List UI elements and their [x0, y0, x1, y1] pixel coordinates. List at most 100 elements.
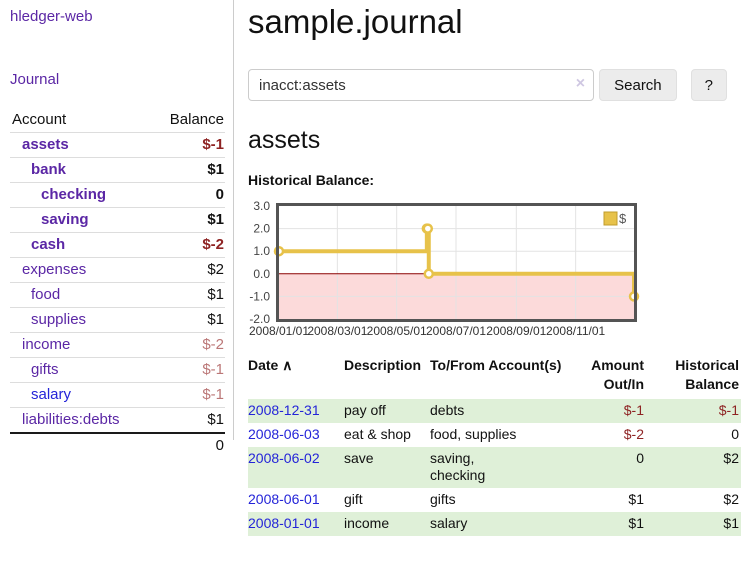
transaction-date-link[interactable]: 2008-06-03 — [248, 426, 320, 442]
svg-text:2008/01/01: 2008/01/01 — [249, 324, 309, 338]
search-box: × — [248, 69, 595, 101]
account-name-cell: cash — [10, 232, 152, 258]
register-accounts-cell: food, supplies — [430, 426, 517, 442]
account-balance: $2 — [151, 257, 225, 283]
register-balance-cell: 0 — [731, 426, 739, 442]
register-date-cell: 2008-01-01 — [248, 512, 344, 536]
accounts-total-value: 0 — [151, 432, 225, 458]
account-name-cell: bank — [10, 157, 152, 183]
account-row: assets $-1 — [10, 132, 225, 158]
register-table: Date ∧ Description To/From Account(s) Amoun… — [248, 356, 741, 536]
svg-text:-1.0: -1.0 — [249, 289, 270, 303]
svg-text:-2.0: -2.0 — [249, 312, 270, 326]
account-balance: $-2 — [151, 232, 225, 258]
register-balance-cell: $2 — [723, 450, 739, 466]
svg-text:2008/09/01: 2008/09/01 — [486, 324, 546, 338]
sidebar-account-link-food[interactable]: food — [31, 286, 61, 303]
account-balance: $1 — [151, 282, 225, 308]
register-row: 2008-01-01 income salary $1 $1 — [248, 512, 741, 536]
main-content: sample.journal × Search ? assets Histori… — [234, 0, 741, 536]
transaction-date-link[interactable]: 2008-06-01 — [248, 491, 320, 507]
sidebar-account-link-liabilities-debts[interactable]: liabilities:debts — [22, 411, 120, 428]
sidebar-account-link-expenses[interactable]: expenses — [22, 261, 87, 278]
register-date-cell: 2008-06-03 — [248, 423, 344, 447]
account-balance: $-2 — [151, 332, 225, 358]
accounts-col-balance: Balance — [151, 108, 225, 133]
sidebar-account-link-salary[interactable]: salary — [31, 386, 72, 403]
register-description-cell: eat & shop — [344, 426, 411, 442]
register-date-cell: 2008-06-01 — [248, 488, 344, 512]
transaction-date-link[interactable]: 2008-06-02 — [248, 450, 320, 466]
account-name-cell: expenses — [10, 257, 152, 283]
register-col-amount-out-in: Amount Out/In — [591, 357, 644, 392]
account-name-cell: liabilities:debts — [10, 408, 151, 434]
register-amount-cell: $-1 — [623, 402, 644, 418]
register-amount-cell: $1 — [628, 515, 644, 531]
clear-search-icon[interactable]: × — [575, 75, 586, 92]
svg-text:2008/07/01: 2008/07/01 — [426, 324, 486, 338]
sidebar-account-link-assets[interactable]: assets — [22, 136, 69, 153]
sidebar-account-link-cash[interactable]: cash — [31, 236, 66, 253]
search-input[interactable] — [248, 69, 595, 101]
sidebar-account-link-income[interactable]: income — [22, 336, 71, 353]
register-balance-cell: $2 — [723, 491, 739, 507]
register-amount-cell: $1 — [628, 491, 644, 507]
register-date-cell: 2008-12-31 — [248, 399, 344, 423]
account-row: expenses $2 — [10, 257, 225, 283]
register-accounts-cell: salary — [430, 515, 468, 531]
account-row: supplies $1 — [10, 307, 225, 333]
account-balance: $1 — [151, 307, 225, 333]
account-row: food $1 — [10, 282, 225, 308]
svg-text:$: $ — [619, 211, 627, 226]
svg-text:2.0: 2.0 — [253, 222, 270, 236]
account-name-cell: saving — [10, 207, 152, 233]
accounts-col-account: Account — [10, 108, 152, 133]
historical-balance-chart[interactable]: $3.0 2.0 1.0 0.0 -1.0 -2.0 2008/01/01 2008/03/0… — [242, 199, 727, 340]
account-name-cell: income — [10, 332, 152, 358]
accounts-total-row: 0 — [10, 432, 225, 458]
help-button[interactable]: ? — [690, 69, 727, 101]
nav-journal-link[interactable]: Journal — [10, 71, 60, 88]
svg-text:2008/03/01: 2008/03/01 — [307, 324, 367, 338]
app-title-link[interactable]: hledger-web — [10, 8, 93, 25]
account-row: income $-2 — [10, 332, 225, 358]
account-name-cell: checking — [10, 182, 152, 208]
sidebar: hledger-web Journal Account Balance asse… — [0, 0, 234, 458]
account-row: checking 0 — [10, 182, 225, 208]
account-row: bank $1 — [10, 157, 225, 183]
account-balance: 0 — [151, 182, 225, 208]
app-layout: hledger-web Journal Account Balance asse… — [0, 0, 741, 536]
svg-text:2008/05/01: 2008/05/01 — [367, 324, 427, 338]
register-col-description: Description — [344, 357, 422, 373]
register-balance-cell: $1 — [723, 515, 739, 531]
search-button[interactable]: Search — [599, 69, 677, 101]
sort-asc-icon: ∧ — [278, 357, 293, 373]
account-balance: $1 — [151, 207, 225, 233]
account-row: liabilities:debts $1 — [10, 408, 225, 434]
sidebar-account-link-supplies[interactable]: supplies — [31, 311, 87, 328]
register-row: 2008-06-03 eat & shop food, supplies $-2 0 — [248, 423, 741, 447]
account-row: cash $-2 — [10, 232, 225, 258]
register-row: 2008-12-31 pay off debts $-1 $-1 — [248, 399, 741, 423]
transaction-date-link[interactable]: 2008-12-31 — [248, 402, 320, 418]
register-date-cell: 2008-06-02 — [248, 447, 344, 488]
account-row: salary $-1 — [10, 382, 225, 408]
register-description-cell: pay off — [344, 402, 386, 418]
account-name-cell: gifts — [10, 357, 152, 383]
search-form: × Search ? — [248, 69, 727, 101]
register-col-date[interactable]: Date ∧ — [248, 357, 293, 373]
chart-title: Historical Balance: — [248, 172, 375, 188]
sidebar-account-link-gifts[interactable]: gifts — [31, 361, 59, 378]
register-header-row: Date ∧ Description To/From Account(s) Amoun… — [248, 356, 741, 399]
register-accounts-cell: gifts — [430, 491, 456, 507]
account-name-cell: assets — [10, 132, 152, 158]
accounts-header-row: Account Balance — [10, 108, 225, 133]
register-amount-cell: $-2 — [623, 426, 644, 442]
sidebar-account-link-checking[interactable]: checking — [41, 186, 107, 203]
sidebar-account-link-saving[interactable]: saving — [41, 211, 89, 228]
register-accounts-cell: saving, checking — [430, 450, 486, 483]
transaction-date-link[interactable]: 2008-01-01 — [248, 515, 320, 531]
sidebar-account-link-bank[interactable]: bank — [31, 161, 67, 178]
accounts-table: Account Balance assets $-1 bank $1 checking 0… — [10, 108, 225, 458]
account-balance: $1 — [207, 411, 224, 428]
